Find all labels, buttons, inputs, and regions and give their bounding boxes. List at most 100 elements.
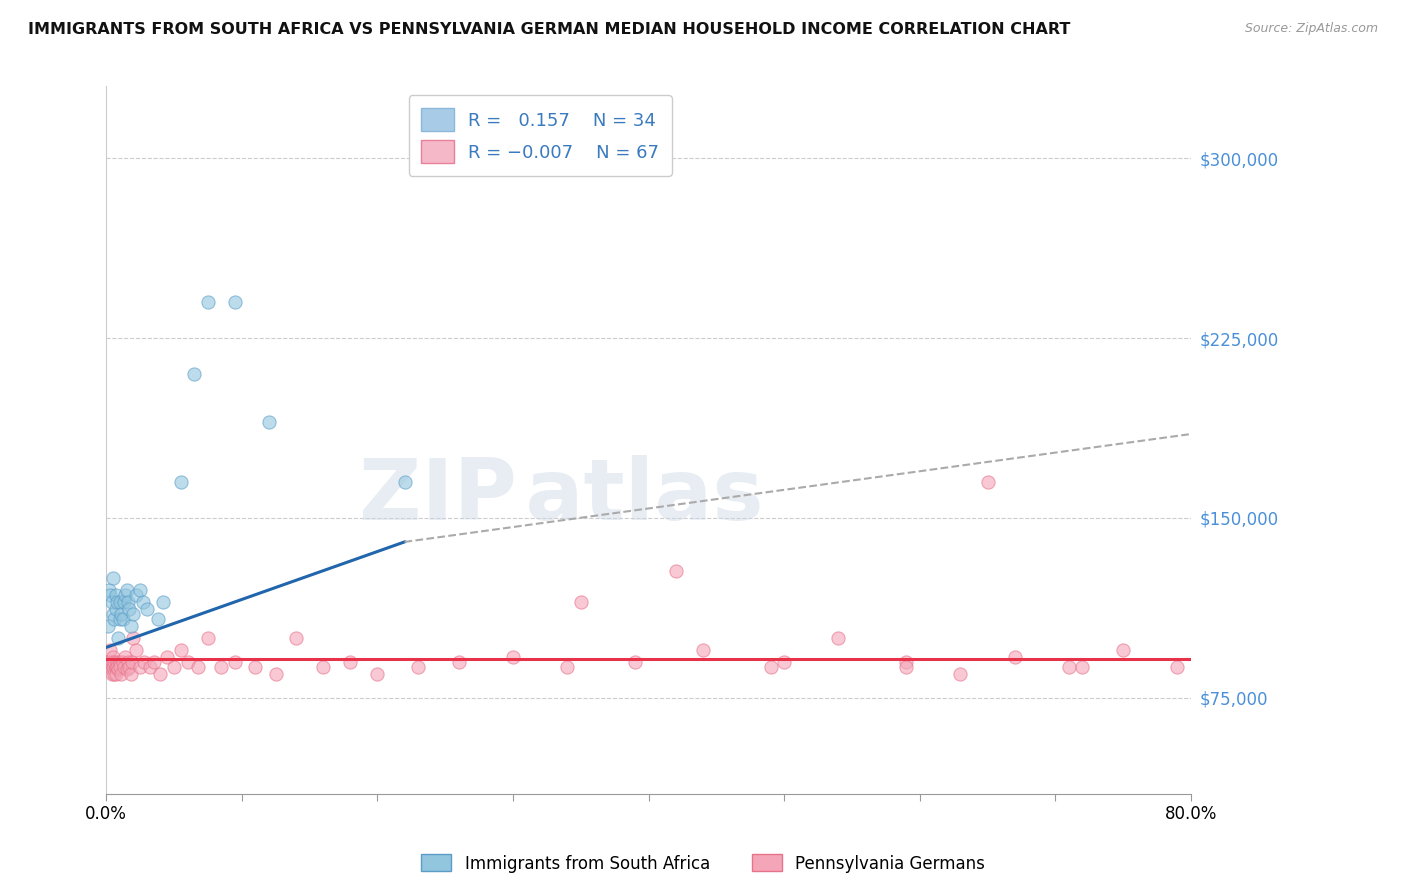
- Point: [406, 659, 429, 673]
- Point: [339, 655, 361, 669]
- Point: [134, 655, 156, 669]
- Point: [146, 612, 169, 626]
- Point: [759, 659, 782, 673]
- Point: [1071, 659, 1094, 673]
- Point: [115, 582, 138, 597]
- Point: [118, 602, 141, 616]
- Point: [366, 666, 388, 681]
- Point: [97, 619, 120, 633]
- Point: [101, 659, 124, 673]
- Point: [896, 659, 918, 673]
- Point: [103, 655, 125, 669]
- Point: [107, 662, 129, 676]
- Point: [111, 612, 134, 626]
- Point: [1112, 642, 1135, 657]
- Point: [257, 415, 280, 429]
- Point: [122, 607, 145, 621]
- Point: [132, 595, 155, 609]
- Point: [112, 595, 135, 609]
- Point: [121, 655, 143, 669]
- Point: [108, 655, 131, 669]
- Point: [107, 631, 129, 645]
- Point: [108, 595, 131, 609]
- Point: [118, 659, 141, 673]
- Point: [555, 659, 578, 673]
- Point: [100, 595, 122, 609]
- Point: [692, 642, 714, 657]
- Point: [98, 588, 121, 602]
- Point: [108, 659, 131, 673]
- Point: [170, 642, 193, 657]
- Point: [447, 655, 470, 669]
- Point: [111, 655, 134, 669]
- Point: [97, 582, 120, 597]
- Point: [152, 595, 174, 609]
- Point: [100, 666, 122, 681]
- Point: [125, 588, 148, 602]
- Point: [105, 655, 128, 669]
- Point: [100, 655, 122, 669]
- Point: [101, 650, 124, 665]
- Point: [624, 655, 647, 669]
- Point: [1057, 659, 1080, 673]
- Point: [138, 659, 160, 673]
- Point: [98, 655, 121, 669]
- Point: [129, 582, 152, 597]
- Point: [149, 666, 172, 681]
- Point: [949, 666, 972, 681]
- Point: [115, 662, 138, 676]
- Point: [129, 659, 152, 673]
- Point: [211, 659, 233, 673]
- Point: [117, 595, 139, 609]
- Legend: Immigrants from South Africa, Pennsylvania Germans: Immigrants from South Africa, Pennsylvan…: [415, 847, 991, 880]
- Point: [120, 666, 142, 681]
- Point: [104, 659, 127, 673]
- Point: [827, 631, 849, 645]
- Point: [665, 564, 688, 578]
- Point: [285, 631, 308, 645]
- Point: [103, 612, 125, 626]
- Point: [773, 655, 796, 669]
- Point: [97, 655, 120, 669]
- Point: [502, 650, 524, 665]
- Point: [101, 571, 124, 585]
- Point: [104, 666, 127, 681]
- Point: [1166, 659, 1188, 673]
- Point: [163, 659, 186, 673]
- Point: [1004, 650, 1026, 665]
- Point: [110, 666, 132, 681]
- Point: [125, 642, 148, 657]
- Point: [176, 655, 198, 669]
- Point: [264, 666, 287, 681]
- Point: [114, 650, 136, 665]
- Point: [98, 642, 121, 657]
- Point: [114, 588, 136, 602]
- Point: [156, 650, 179, 665]
- Point: [97, 659, 120, 673]
- Point: [110, 607, 132, 621]
- Point: [896, 655, 918, 669]
- Point: [976, 475, 998, 489]
- Text: Source: ZipAtlas.com: Source: ZipAtlas.com: [1244, 22, 1378, 36]
- Point: [112, 659, 135, 673]
- Point: [569, 595, 592, 609]
- Point: [224, 295, 246, 310]
- Point: [104, 588, 127, 602]
- Point: [104, 602, 127, 616]
- Text: IMMIGRANTS FROM SOUTH AFRICA VS PENNSYLVANIA GERMAN MEDIAN HOUSEHOLD INCOME CORR: IMMIGRANTS FROM SOUTH AFRICA VS PENNSYLV…: [28, 22, 1070, 37]
- Point: [105, 595, 128, 609]
- Point: [197, 295, 219, 310]
- Point: [105, 659, 128, 673]
- Point: [117, 655, 139, 669]
- Point: [122, 631, 145, 645]
- Point: [187, 659, 209, 673]
- Point: [120, 619, 142, 633]
- Point: [312, 659, 335, 673]
- Text: ZIP atlas: ZIP atlas: [360, 455, 763, 538]
- Legend: R =   0.157    N = 34, R = −0.007    N = 67: R = 0.157 N = 34, R = −0.007 N = 67: [409, 95, 672, 176]
- Point: [183, 367, 205, 381]
- Point: [245, 659, 267, 673]
- Point: [394, 475, 416, 489]
- Point: [103, 666, 125, 681]
- Point: [224, 655, 246, 669]
